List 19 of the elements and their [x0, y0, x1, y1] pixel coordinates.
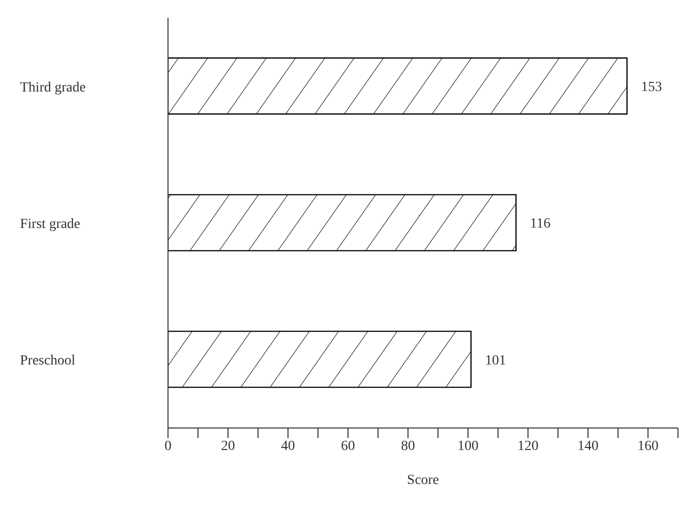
x-tick-label: 40 [281, 438, 295, 454]
data-label: 153 [641, 80, 662, 95]
x-tick-label: 60 [341, 438, 355, 454]
y-tick-label: First grade [20, 216, 80, 232]
y-tick-label: Preschool [20, 354, 76, 369]
data-label: 101 [485, 353, 506, 368]
x-tick-label: 80 [401, 438, 415, 454]
x-tick-label: 140 [578, 438, 598, 454]
x-tick-label: 20 [221, 438, 235, 454]
data-label: 116 [530, 216, 550, 232]
bar [168, 57, 628, 115]
x-tick-label: 160 [638, 438, 658, 454]
x-tick-label: 0 [164, 438, 172, 454]
bar [168, 194, 517, 252]
x-tick-label: 100 [458, 438, 478, 454]
x-axis-title: Score [407, 473, 439, 488]
y-tick-label: Third grade [20, 80, 86, 96]
x-tick-label: 120 [518, 438, 538, 454]
bar [168, 330, 472, 388]
